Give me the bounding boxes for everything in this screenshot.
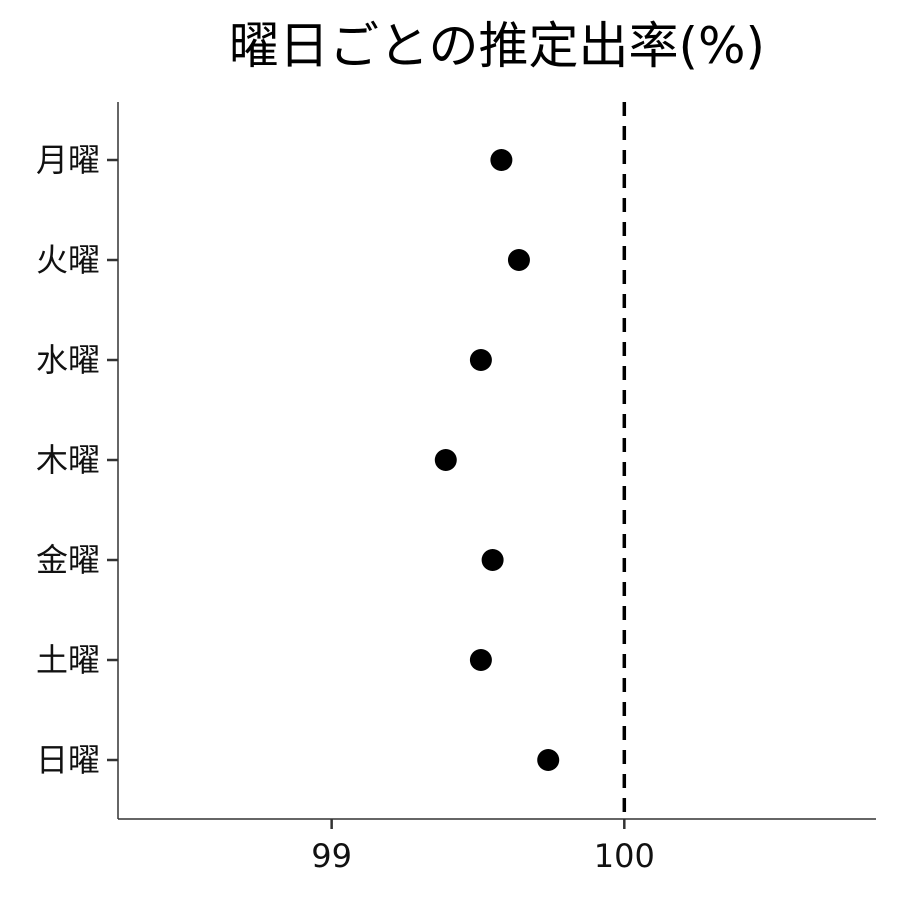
data-point (434, 449, 457, 471)
data-point (507, 249, 530, 271)
y-tick-label: 水曜 (36, 341, 100, 379)
y-tick-label: 土曜 (36, 641, 100, 679)
y-tick-label: 火曜 (36, 241, 100, 279)
data-point (469, 349, 492, 371)
y-tick-label: 金曜 (36, 541, 100, 579)
data-point (537, 749, 560, 771)
y-tick-label: 月曜 (36, 141, 100, 179)
data-point (481, 549, 504, 571)
chart-title: 曜日ごとの推定出率(%) (229, 17, 765, 75)
axes (117, 102, 876, 820)
x-tick-label: 99 (311, 837, 352, 875)
y-tick-label: 日曜 (36, 741, 100, 779)
y-tick-label: 木曜 (36, 441, 100, 479)
x-tick-label: 100 (594, 837, 655, 875)
data-points (434, 149, 560, 771)
data-point (490, 149, 513, 171)
data-point (469, 649, 492, 671)
x-axis-ticks: 99 100 (311, 819, 655, 875)
